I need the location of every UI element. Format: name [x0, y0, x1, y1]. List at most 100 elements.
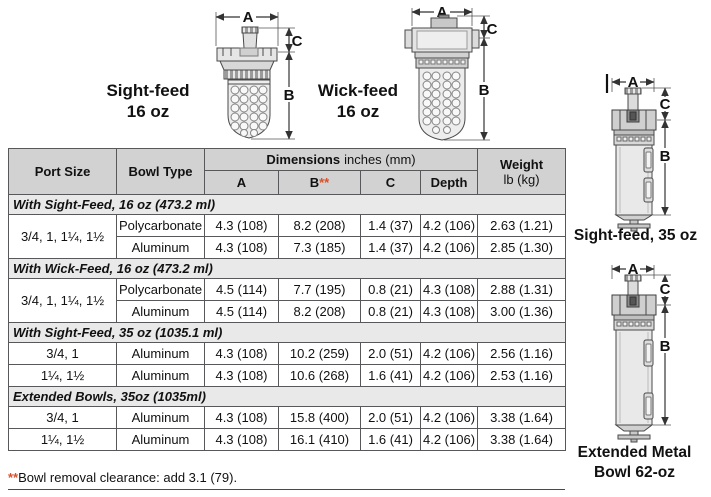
cell-dim-a: 4.5 (114)	[204, 278, 279, 301]
cell-port-size: 3/4, 1	[8, 406, 117, 429]
header-dimensions-units: inches (mm)	[344, 152, 416, 167]
dimension-a: A	[611, 74, 655, 92]
dim-c-label: C	[660, 281, 671, 298]
lubricator-head	[216, 47, 278, 71]
cell-weight: 3.00 (1.36)	[477, 300, 567, 323]
cell-weight: 3.38 (1.64)	[477, 406, 567, 429]
dim-a-label: A	[243, 9, 254, 26]
footnote-marker: **	[8, 470, 19, 485]
cell-port-size: 1¼, 1½	[8, 428, 117, 451]
cell-bowl-type: Aluminum	[116, 364, 205, 387]
ribbed-collar	[223, 69, 271, 80]
caption-line: Wick-feed	[317, 81, 399, 100]
cell-depth: 4.2 (106)	[419, 428, 479, 451]
dimension-b: B	[653, 304, 672, 426]
dimension-c: C	[642, 87, 672, 121]
sight-bowl	[418, 67, 466, 141]
cell-dim-c: 1.6 (41)	[360, 364, 421, 387]
dim-a-label: A	[628, 261, 639, 278]
header-col-b-footnote-marker: **	[319, 175, 330, 190]
cell-dim-a: 4.5 (114)	[204, 300, 279, 323]
cell-depth: 4.2 (106)	[419, 236, 479, 259]
sight-feed-16-diagram: A C	[215, 9, 303, 140]
fill-cap	[241, 26, 259, 49]
cell-dim-c: 1.4 (37)	[360, 214, 421, 237]
cell-dim-a: 4.3 (108)	[204, 428, 279, 451]
header-port-size: Port Size	[8, 148, 117, 195]
cell-port-size: 3/4, 1, 1¼, 1½	[8, 214, 117, 259]
bowl-bottom	[614, 424, 654, 432]
header-weight: Weight lb (kg)	[477, 148, 567, 195]
cell-dim-c: 0.8 (21)	[360, 278, 421, 301]
header-col-b-label: B	[309, 175, 320, 190]
wick-feed-16-diagram: A	[404, 4, 498, 141]
dimension-a: A	[215, 9, 279, 46]
sight-feed-35-diagram: A	[605, 74, 672, 232]
cell-depth: 4.2 (106)	[419, 364, 479, 387]
dim-b-label: B	[284, 87, 295, 104]
caption-line: 16 oz	[126, 102, 170, 121]
dim-c-label: C	[660, 96, 671, 113]
cell-dim-b: 8.2 (208)	[278, 214, 361, 237]
notched-collar	[613, 319, 655, 331]
cell-depth: 4.2 (106)	[419, 406, 479, 429]
lubricator-head	[611, 109, 657, 136]
section-title: Extended Bowls, 35oz (1035ml)	[7, 386, 567, 407]
footnote-text: Bowl removal clearance: add 3.1 (79).	[18, 470, 238, 485]
dim-a-label: A	[437, 4, 448, 21]
cell-dim-b: 7.7 (195)	[278, 278, 361, 301]
cell-bowl-type: Aluminum	[116, 406, 205, 429]
cell-depth: 4.2 (106)	[419, 214, 479, 237]
notched-collar	[415, 57, 469, 69]
dim-a-label: A	[628, 74, 639, 91]
notched-collar	[613, 134, 655, 146]
sight-bowl	[227, 79, 271, 139]
cell-bowl-type: Aluminum	[116, 428, 205, 451]
lubricator-head	[611, 294, 657, 321]
cell-dim-b: 15.8 (400)	[278, 406, 361, 429]
dimension-b: B	[251, 51, 296, 140]
cell-dim-c: 2.0 (51)	[360, 342, 421, 365]
cell-dim-a: 4.3 (108)	[204, 342, 279, 365]
header-weight-label: Weight	[499, 156, 544, 172]
header-bowl-type: Bowl Type	[116, 148, 205, 195]
sight-feed-16-caption: Sight-feed 16 oz	[88, 80, 208, 122]
dimensions-table: Port Size Bowl Type Dimensions inches (mm…	[7, 148, 567, 451]
metal-bowl	[614, 144, 654, 232]
header-col-a: A	[204, 170, 279, 195]
section-title: With Wick-Feed, 16 oz (473.2 ml)	[7, 258, 567, 279]
caption-line: Sight-feed, 35 oz	[573, 227, 698, 244]
cell-depth: 4.3 (108)	[419, 300, 479, 323]
cell-bowl-type: Polycarbonate	[116, 214, 205, 237]
dim-b-label: B	[660, 338, 671, 355]
extended-bowl-62-diagram: A	[611, 261, 672, 443]
bowl-bottom	[614, 214, 654, 221]
cell-weight: 2.56 (1.16)	[477, 342, 567, 365]
sight-feed-35-caption: Sight-feed, 35 oz	[560, 226, 711, 246]
fill-cap	[624, 274, 642, 296]
cell-dim-a: 4.3 (108)	[204, 236, 279, 259]
extended-metal-bowl	[614, 329, 654, 443]
cell-dim-c: 1.6 (41)	[360, 428, 421, 451]
cell-dim-b: 7.3 (185)	[278, 236, 361, 259]
caption-line: 16 oz	[336, 102, 380, 121]
cell-port-size: 1¼, 1½	[8, 364, 117, 387]
dim-c-label: C	[487, 21, 498, 38]
section-title: With Sight-Feed, 16 oz (473.2 ml)	[7, 194, 567, 215]
cell-weight: 2.88 (1.31)	[477, 278, 567, 301]
cell-dim-c: 2.0 (51)	[360, 406, 421, 429]
caption-line: Extended Metal	[577, 444, 692, 461]
extended-bowl-62-caption: Extended Metal Bowl 62-oz	[558, 443, 711, 483]
cell-dim-c: 1.4 (37)	[360, 236, 421, 259]
header-dimensions-bold: Dimensions	[266, 152, 341, 167]
cell-port-size: 3/4, 1, 1¼, 1½	[8, 278, 117, 323]
header-col-b: B**	[278, 170, 361, 195]
header-col-depth: Depth	[419, 170, 479, 195]
header-weight-units: lb (kg)	[503, 171, 540, 187]
cell-dim-c: 0.8 (21)	[360, 300, 421, 323]
dim-b-label: B	[479, 82, 490, 99]
cell-dim-b: 16.1 (410)	[278, 428, 361, 451]
cell-dim-a: 4.3 (108)	[204, 364, 279, 387]
dim-b-label: B	[660, 148, 671, 165]
